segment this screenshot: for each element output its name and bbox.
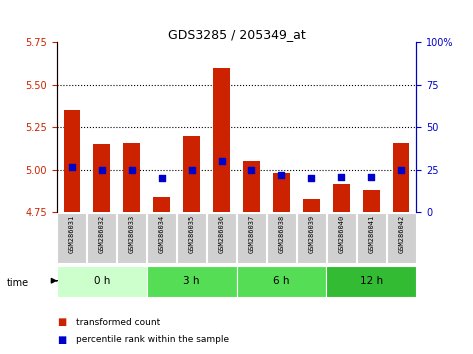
Text: GSM286033: GSM286033 <box>129 215 135 253</box>
Point <box>368 174 375 179</box>
Text: GSM286035: GSM286035 <box>189 215 194 253</box>
Bar <box>393 143 410 212</box>
Text: 0 h: 0 h <box>94 276 110 286</box>
Point <box>397 167 405 173</box>
FancyBboxPatch shape <box>386 213 416 263</box>
Bar <box>184 136 200 212</box>
FancyBboxPatch shape <box>117 213 146 263</box>
Text: GSM286040: GSM286040 <box>338 215 344 253</box>
Point <box>98 167 105 173</box>
Text: ■: ■ <box>57 317 66 327</box>
FancyBboxPatch shape <box>267 213 296 263</box>
FancyBboxPatch shape <box>177 213 206 263</box>
Point <box>158 176 166 181</box>
Text: 3 h: 3 h <box>184 276 200 286</box>
Point <box>188 167 195 173</box>
Point <box>128 167 135 173</box>
Text: GSM286038: GSM286038 <box>279 215 284 253</box>
Text: 12 h: 12 h <box>360 276 383 286</box>
Text: GSM286041: GSM286041 <box>368 215 374 253</box>
Point <box>248 167 255 173</box>
FancyBboxPatch shape <box>87 213 116 263</box>
Text: ■: ■ <box>57 335 66 345</box>
Bar <box>363 190 379 212</box>
Bar <box>63 110 80 212</box>
Text: GSM286037: GSM286037 <box>248 215 254 253</box>
Point <box>338 174 345 179</box>
Text: time: time <box>7 278 29 288</box>
Text: percentile rank within the sample: percentile rank within the sample <box>76 335 229 344</box>
FancyBboxPatch shape <box>357 213 386 263</box>
FancyBboxPatch shape <box>326 266 416 297</box>
Text: GSM286042: GSM286042 <box>398 215 404 253</box>
FancyBboxPatch shape <box>207 213 236 263</box>
FancyBboxPatch shape <box>147 213 176 263</box>
Bar <box>153 197 170 212</box>
Bar <box>333 183 350 212</box>
FancyBboxPatch shape <box>147 266 236 297</box>
Point <box>218 159 225 164</box>
Text: transformed count: transformed count <box>76 318 160 327</box>
Point <box>307 176 315 181</box>
Text: GSM286031: GSM286031 <box>69 215 75 253</box>
Text: GSM286034: GSM286034 <box>158 215 165 253</box>
Bar <box>303 199 320 212</box>
Point <box>278 172 285 178</box>
Text: GSM286032: GSM286032 <box>99 215 105 253</box>
FancyBboxPatch shape <box>57 266 147 297</box>
FancyBboxPatch shape <box>237 213 266 263</box>
Bar <box>213 68 230 212</box>
Text: 6 h: 6 h <box>273 276 289 286</box>
FancyBboxPatch shape <box>57 213 87 263</box>
Bar <box>273 173 289 212</box>
Text: GSM286039: GSM286039 <box>308 215 315 253</box>
FancyBboxPatch shape <box>236 266 326 297</box>
Bar <box>123 143 140 212</box>
Bar <box>243 161 260 212</box>
Point <box>68 164 76 169</box>
Title: GDS3285 / 205349_at: GDS3285 / 205349_at <box>167 28 306 41</box>
Text: GSM286036: GSM286036 <box>219 215 225 253</box>
FancyBboxPatch shape <box>297 213 326 263</box>
FancyBboxPatch shape <box>327 213 356 263</box>
Bar <box>94 144 110 212</box>
